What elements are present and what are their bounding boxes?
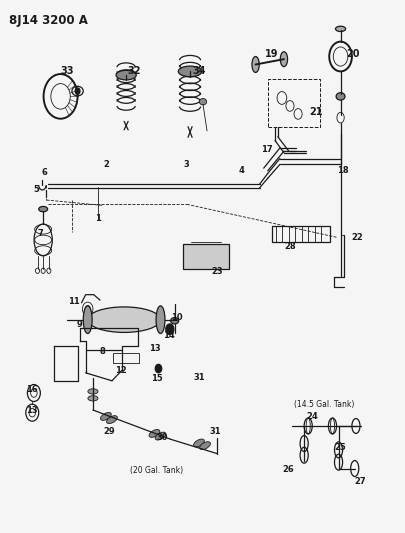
Circle shape [155,365,161,373]
Text: 32: 32 [127,66,141,76]
Text: 30: 30 [156,433,168,442]
Ellipse shape [155,432,166,440]
Text: 22: 22 [350,233,362,242]
Ellipse shape [178,66,201,77]
Text: 24: 24 [306,412,318,421]
Text: 2: 2 [103,160,109,169]
Bar [182,244,229,269]
Text: 1: 1 [95,214,100,223]
Ellipse shape [335,26,345,31]
Text: 17: 17 [260,145,272,154]
Bar [271,225,330,241]
Circle shape [75,88,80,94]
Text: 7: 7 [37,229,43,238]
Text: 20: 20 [345,49,358,59]
Text: 10: 10 [171,312,182,321]
Ellipse shape [279,52,287,67]
Ellipse shape [107,416,117,424]
Text: 13: 13 [148,344,160,353]
Text: (14.5 Gal. Tank): (14.5 Gal. Tank) [294,400,354,409]
Ellipse shape [87,395,98,401]
Text: 13: 13 [26,406,37,415]
Ellipse shape [170,318,178,324]
Ellipse shape [149,430,160,438]
Ellipse shape [156,306,164,334]
Ellipse shape [199,99,206,105]
Text: 15: 15 [151,374,162,383]
Text: 6: 6 [41,168,47,177]
Text: 34: 34 [192,66,205,76]
Text: 33: 33 [61,66,74,76]
Text: 31: 31 [193,373,204,382]
Ellipse shape [100,413,111,421]
Text: 5: 5 [33,185,39,194]
Ellipse shape [87,307,160,333]
Ellipse shape [193,439,204,447]
Ellipse shape [116,70,136,80]
Text: 4: 4 [238,166,244,175]
Text: 18: 18 [336,166,347,175]
Text: 3: 3 [183,160,189,169]
Ellipse shape [199,442,210,449]
Ellipse shape [83,306,92,334]
Text: 29: 29 [103,427,115,436]
Text: 19: 19 [264,49,278,59]
Text: (20 Gal. Tank): (20 Gal. Tank) [130,466,183,475]
Text: 21: 21 [309,107,322,117]
Text: 27: 27 [353,477,365,486]
Circle shape [85,306,90,312]
Text: 26: 26 [281,465,293,474]
Circle shape [165,324,173,335]
Text: 14: 14 [162,331,174,340]
Bar [113,353,139,364]
Text: 28: 28 [284,242,295,251]
Text: 25: 25 [334,443,345,452]
Ellipse shape [38,206,47,212]
Ellipse shape [252,56,259,72]
Text: 11: 11 [68,296,80,305]
Bar [267,79,320,127]
Text: 8J14 3200 A: 8J14 3200 A [9,14,87,27]
Text: 12: 12 [115,366,127,375]
Text: 31: 31 [209,427,220,436]
Text: 9: 9 [77,320,82,329]
Text: 16: 16 [26,385,38,394]
Text: 8: 8 [100,347,105,356]
Ellipse shape [335,93,344,100]
Ellipse shape [87,389,98,394]
Text: 23: 23 [211,268,222,276]
